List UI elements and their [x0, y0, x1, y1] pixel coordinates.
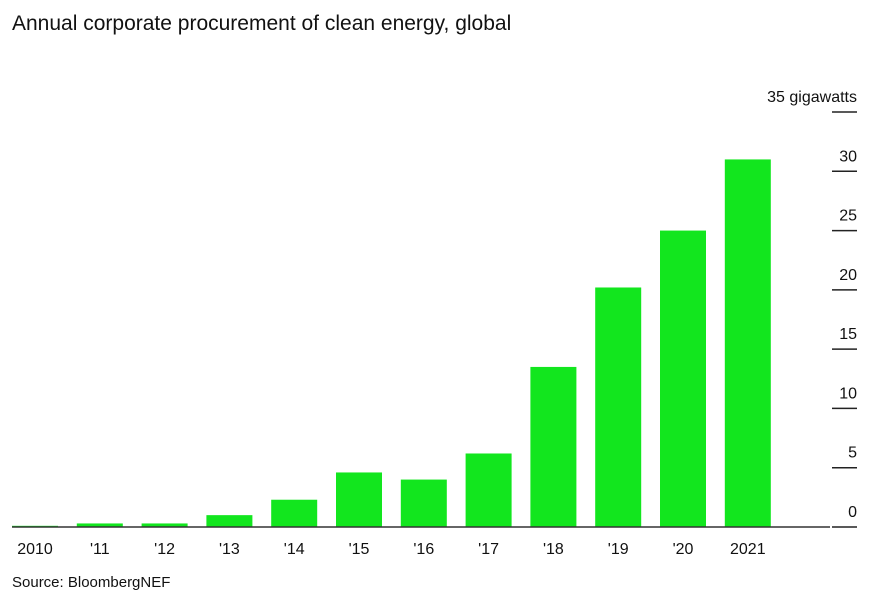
bar-'19 [595, 287, 642, 527]
y-tick-label: 10 [839, 385, 857, 402]
bar-'20 [660, 230, 706, 528]
bar-'18 [530, 366, 577, 527]
bar-'13 [206, 515, 253, 527]
y-tick-label: 15 [839, 326, 857, 343]
x-tick-label: 2021 [730, 541, 766, 558]
bar-'12 [141, 523, 188, 527]
y-tick-label: 30 [839, 148, 857, 165]
x-tick-label: 2010 [17, 541, 53, 558]
x-tick-label: '12 [154, 541, 175, 558]
x-tick-label: '11 [90, 541, 110, 558]
source-note: Source: BloombergNEF [12, 574, 171, 591]
x-tick-label: '18 [543, 541, 564, 558]
bar-'14 [271, 499, 318, 527]
y-tick-label: 0 [848, 504, 857, 521]
bar-'15 [336, 472, 382, 527]
bar-2021 [724, 159, 771, 527]
y-tick-label: 35 gigawatts [767, 89, 857, 106]
x-tick-label: '20 [673, 541, 694, 558]
chart-title: Annual corporate procurement of clean en… [12, 12, 512, 35]
x-tick-label: '14 [284, 541, 305, 558]
x-tick-label: '15 [349, 541, 370, 558]
bar-'11 [76, 523, 123, 527]
bar-'17 [465, 453, 512, 527]
y-tick-label: 20 [839, 267, 857, 284]
y-tick-label: 25 [839, 208, 857, 225]
bar-'16 [400, 479, 447, 527]
x-tick-label: '13 [219, 541, 240, 558]
x-tick-label: '17 [478, 541, 499, 558]
y-tick-label: 5 [848, 445, 857, 462]
x-tick-label: '19 [608, 541, 629, 558]
x-tick-label: '16 [413, 541, 434, 558]
